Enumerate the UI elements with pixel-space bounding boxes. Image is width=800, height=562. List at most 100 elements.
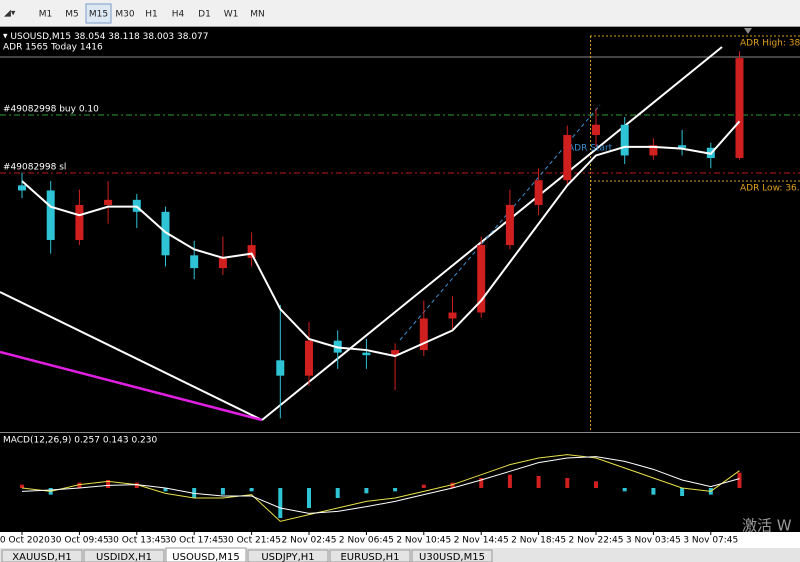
macd-histogram-bar — [249, 488, 254, 492]
candle-body — [448, 312, 457, 319]
timeframe-label[interactable]: M15 — [89, 10, 108, 20]
order-label: #49082998 buy 0.10 — [3, 105, 99, 115]
candle-body — [75, 204, 84, 240]
chart-title: ▾ USOUSD,M15 38.054 38.118 38.003 38.077 — [3, 32, 209, 42]
macd-histogram-bar — [335, 488, 340, 498]
macd-histogram-bar — [737, 472, 742, 488]
candle-body — [276, 360, 285, 376]
price-marker — [744, 28, 752, 34]
candle-body — [161, 211, 170, 256]
trend-line — [0, 291, 263, 421]
macd-histogram-bar — [106, 480, 111, 488]
macd-histogram-bar — [536, 476, 541, 488]
tab[interactable] — [247, 549, 329, 562]
candle-body — [534, 180, 543, 205]
candle-body — [563, 134, 572, 181]
tab-label[interactable]: XAUUSD,H1 — [12, 552, 71, 562]
macd-histogram-bar — [680, 488, 685, 496]
candle-body — [678, 145, 687, 148]
tab[interactable] — [329, 549, 411, 562]
candle-body — [592, 124, 600, 135]
x-tick-label: 2 Nov 22:45 — [569, 536, 624, 546]
tab-label[interactable]: EURUSD,H1 — [340, 552, 399, 562]
macd-histogram-bar — [479, 478, 484, 488]
tab-label[interactable]: U30USD,M15 — [419, 552, 485, 562]
x-tick-label: 2 Nov 06:45 — [339, 536, 394, 546]
x-tick-label: 30 Oct 17:45 — [165, 536, 224, 546]
timeframe-label[interactable]: W1 — [224, 10, 239, 20]
tab[interactable] — [165, 547, 247, 562]
x-tick-label: 30 Oct 21:45 — [222, 536, 281, 546]
timeframe-label[interactable]: M1 — [39, 10, 53, 20]
candle-body — [305, 340, 313, 376]
macd-histogram-bar — [421, 484, 426, 488]
adr-start-label: ADR Start — [568, 144, 613, 154]
macd-histogram-bar — [651, 488, 656, 495]
macd-histogram-bar — [450, 482, 455, 488]
candle-body — [620, 124, 629, 156]
tab[interactable] — [411, 549, 493, 562]
timeframe-label[interactable]: H1 — [145, 10, 158, 20]
x-tick-label: 2 Nov 14:45 — [454, 536, 509, 546]
macd-histogram-bar — [77, 482, 82, 488]
trend-line — [0, 350, 263, 422]
macd-histogram-bar — [20, 484, 24, 488]
x-tick-label: 30 Oct 09:45 — [50, 536, 109, 546]
macd-histogram-bar — [594, 481, 598, 488]
timeframe-label[interactable]: M30 — [115, 10, 134, 20]
x-tick-label: 2 Nov 10:45 — [396, 536, 451, 546]
x-tick-label: 30 Oct 2020 — [0, 536, 50, 546]
macd-histogram-bar — [507, 474, 512, 488]
trend-line — [399, 104, 601, 341]
candle-body — [735, 58, 744, 159]
adr-low-label: ADR Low: 36. — [740, 184, 800, 194]
macd-histogram-bar — [163, 488, 168, 492]
time-axis — [0, 532, 800, 548]
x-tick-label: 3 Nov 07:45 — [683, 536, 738, 546]
watermark: 激活 W — [742, 517, 792, 535]
macd-histogram-bar — [220, 488, 225, 495]
moving-average — [21, 120, 741, 358]
toolbar-icon[interactable]: ◢▾ — [4, 9, 16, 19]
candle-body — [190, 255, 199, 269]
tab-label[interactable]: USOUSD,M15 — [172, 552, 239, 562]
candle-body — [18, 185, 26, 191]
timeframe-label[interactable]: MN — [250, 10, 265, 20]
candle-body — [46, 190, 55, 240]
sl-label: #49082998 sl — [3, 163, 66, 173]
x-tick-label: 30 Oct 13:45 — [107, 536, 166, 546]
timeframe-button[interactable] — [85, 3, 112, 24]
tab[interactable] — [1, 549, 83, 562]
chart-area — [0, 27, 800, 532]
macd-histogram-bar — [278, 488, 283, 518]
candle-body — [419, 318, 428, 351]
x-tick-label: 2 Nov 18:45 — [511, 536, 566, 546]
candle-body — [247, 245, 256, 258]
macd-histogram-bar — [307, 488, 311, 508]
tab-label[interactable]: USDIDX,H1 — [96, 552, 152, 562]
timeframe-label[interactable]: H4 — [172, 10, 185, 20]
toolbar — [0, 0, 800, 27]
timeframe-label[interactable]: D1 — [198, 10, 211, 20]
timeframe-label[interactable]: M5 — [65, 10, 79, 20]
macd-histogram-bar — [565, 478, 570, 488]
x-tick-label: 3 Nov 03:45 — [626, 536, 681, 546]
macd-histogram-bar — [134, 482, 139, 488]
macd-histogram-bar — [622, 488, 627, 492]
candle-body — [104, 199, 113, 205]
candle-body — [218, 257, 227, 269]
macd-line — [21, 454, 740, 522]
macd-histogram-bar — [364, 488, 369, 494]
candle-body — [362, 352, 371, 356]
candle-body — [477, 245, 486, 313]
candle-body — [505, 204, 514, 246]
adr-info: ADR 1565 Today 1416 — [3, 43, 103, 53]
chart-title-text: USOUSD,M15 38.054 38.118 38.003 38.077 — [10, 32, 208, 42]
macd-histogram-bar — [393, 488, 398, 492]
tab[interactable] — [83, 549, 165, 562]
candle-body — [391, 350, 400, 356]
candle-body — [649, 145, 658, 156]
adr-high-label: ADR High: 38. — [740, 39, 800, 49]
tab-label[interactable]: USDJPY,H1 — [261, 552, 314, 562]
